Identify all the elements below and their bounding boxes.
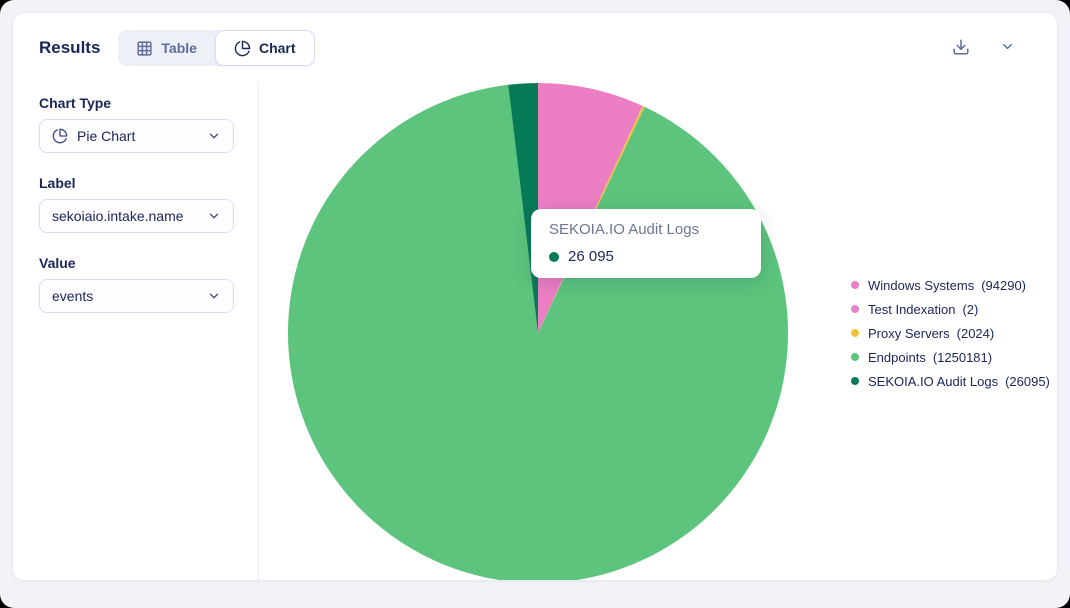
table-icon bbox=[136, 40, 153, 57]
legend-item[interactable]: Windows Systems (94290) bbox=[851, 273, 1050, 297]
page-title: Results bbox=[39, 38, 101, 57]
pie-chart-icon bbox=[52, 128, 68, 144]
pie-slice-endpoints[interactable] bbox=[288, 84, 788, 580]
label-select-value: sekoiaio.intake.name bbox=[52, 208, 184, 224]
tooltip-value-row: 26 095 bbox=[549, 248, 743, 265]
legend-count: (94290) bbox=[981, 277, 1027, 293]
legend-label: SEKOIA.IO Audit Logs bbox=[868, 373, 999, 389]
legend-item[interactable]: SEKOIA.IO Audit Logs (26095) bbox=[851, 369, 1050, 393]
label-field: Label sekoiaio.intake.name bbox=[39, 175, 234, 233]
label-select[interactable]: sekoiaio.intake.name bbox=[39, 199, 234, 233]
value-field: Value events bbox=[39, 255, 234, 313]
legend-count: (26095) bbox=[1005, 373, 1050, 389]
download-icon bbox=[952, 38, 970, 59]
legend-count: (2) bbox=[962, 301, 979, 317]
pie-slice-sekoia-io-audit-logs[interactable] bbox=[508, 83, 538, 333]
value-select[interactable]: events bbox=[39, 279, 234, 313]
results-card: Results Table Chart bbox=[12, 12, 1058, 581]
table-view-label: Table bbox=[161, 40, 197, 56]
tooltip-series-dot bbox=[549, 251, 559, 262]
chart-type-select[interactable]: Pie Chart bbox=[39, 119, 234, 153]
chevron-down-icon bbox=[207, 209, 221, 223]
chevron-down-icon bbox=[207, 129, 221, 143]
legend-item[interactable]: Endpoints (1250181) bbox=[851, 345, 1050, 369]
pie-chart-icon bbox=[234, 40, 251, 57]
legend-dot bbox=[851, 281, 859, 289]
table-view-button[interactable]: Table bbox=[118, 30, 215, 66]
legend-item[interactable]: Proxy Servers (2024) bbox=[851, 321, 1050, 345]
chevron-down-icon bbox=[207, 289, 221, 303]
tooltip-value: 26 095 bbox=[568, 248, 614, 265]
legend-dot bbox=[851, 305, 859, 313]
chart-view-button[interactable]: Chart bbox=[214, 30, 315, 66]
value-select-value: events bbox=[52, 288, 94, 304]
chart-options-sidebar: Chart Type Pie Chart Label sekoiaio.inta… bbox=[39, 83, 234, 335]
legend-count: (2024) bbox=[956, 325, 995, 341]
view-toggle: Table Chart bbox=[118, 30, 315, 66]
chart-type-label: Chart Type bbox=[39, 95, 112, 111]
chevron-down-icon bbox=[1000, 39, 1015, 57]
card-header: Results Table Chart bbox=[13, 13, 1057, 83]
label-field-label: Label bbox=[39, 175, 76, 191]
chart-tooltip: SEKOIA.IO Audit Logs 26 095 bbox=[531, 209, 761, 278]
legend-label: Windows Systems bbox=[868, 277, 975, 293]
chart-view-label: Chart bbox=[258, 40, 296, 56]
legend: Windows Systems (94290) Test Indexation (2)… bbox=[851, 273, 1050, 393]
legend-dot bbox=[851, 329, 859, 337]
pie-chart[interactable] bbox=[288, 83, 788, 580]
chart-type-value: Pie Chart bbox=[77, 128, 136, 144]
chart-type-field: Chart Type Pie Chart bbox=[39, 95, 234, 153]
collapse-button[interactable] bbox=[996, 35, 1019, 61]
sidebar-divider bbox=[258, 83, 259, 580]
legend-dot bbox=[851, 353, 859, 361]
chart-area: SEKOIA.IO Audit Logs 26 095 Windows Syst… bbox=[259, 83, 1057, 580]
tooltip-title: SEKOIA.IO Audit Logs bbox=[549, 221, 700, 238]
download-button[interactable] bbox=[948, 34, 974, 63]
legend-label: Endpoints bbox=[868, 349, 926, 365]
legend-count: (1250181) bbox=[932, 349, 993, 365]
value-field-label: Value bbox=[39, 255, 76, 271]
legend-item[interactable]: Test Indexation (2) bbox=[851, 297, 1050, 321]
legend-dot bbox=[851, 377, 859, 385]
legend-label: Test Indexation bbox=[868, 301, 956, 317]
legend-label: Proxy Servers bbox=[868, 325, 950, 341]
